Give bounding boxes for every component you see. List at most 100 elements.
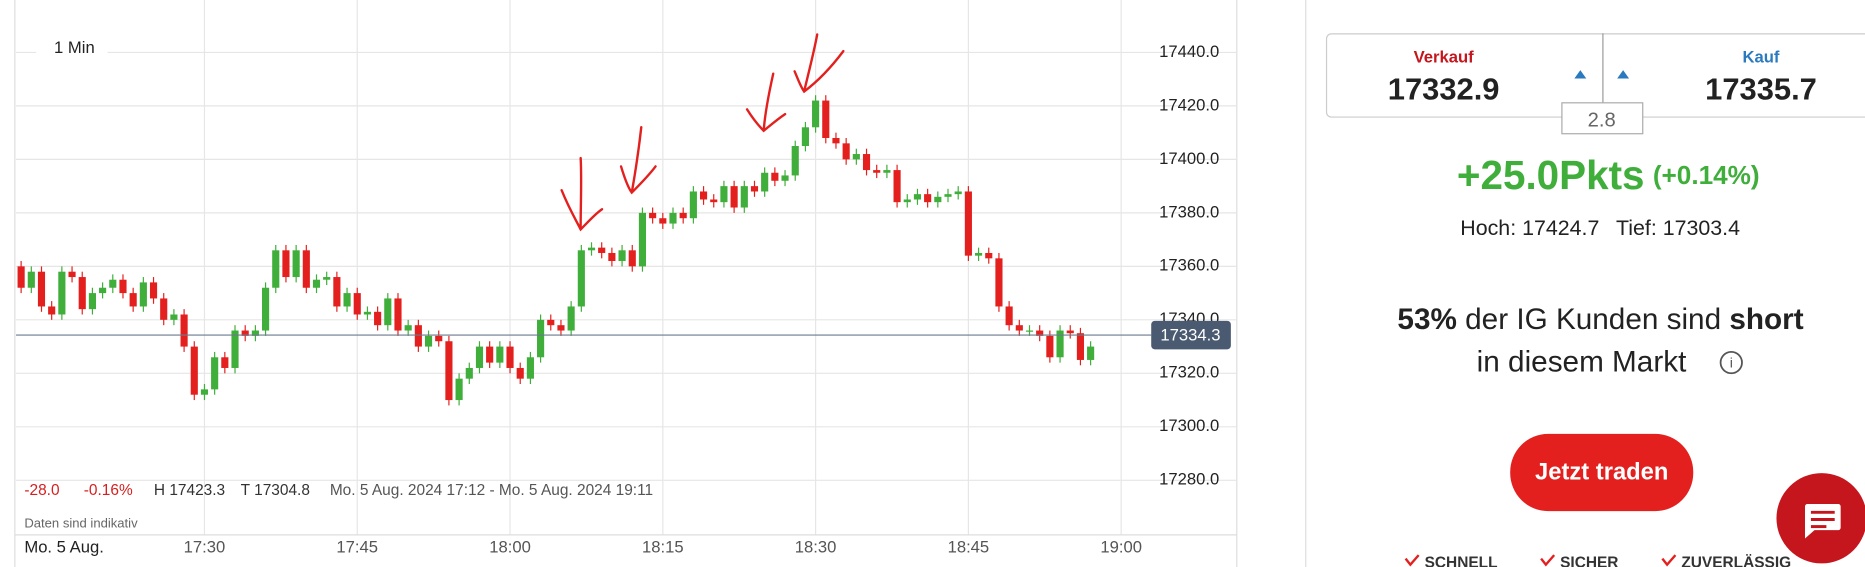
candle-body: [516, 367, 524, 379]
sell-label[interactable]: Verkauf: [1414, 48, 1475, 67]
range: Mo. 5 Aug. 2024 17:12 - Mo. 5 Aug. 2024 …: [330, 482, 653, 499]
arrow: [793, 33, 845, 94]
y-tick-label: 17380.0: [1159, 202, 1219, 221]
feature: SICHER: [1560, 555, 1618, 567]
candle-body: [1046, 335, 1054, 358]
candle-body: [27, 271, 35, 288]
candle-body: [842, 143, 850, 160]
candle-body: [302, 250, 310, 288]
check: [1404, 554, 1420, 567]
info-icon[interactable]: [1719, 350, 1743, 375]
info-icon-glyph: i: [1730, 356, 1733, 372]
candle-body: [1036, 330, 1044, 336]
x-tick-label: 19:00: [1100, 537, 1142, 556]
candle-body: [221, 357, 229, 368]
x-tick-label: 17:30: [184, 537, 226, 556]
candle-body: [363, 311, 371, 315]
candle-body: [353, 293, 361, 315]
candle-body: [761, 172, 769, 192]
candle-body: [771, 172, 779, 181]
candle-body: [995, 258, 1003, 307]
candle-body: [17, 266, 25, 288]
candle-body: [975, 252, 983, 256]
candle-body: [1076, 333, 1084, 360]
feature: ZUVERLÄSSIG: [1681, 555, 1791, 567]
candle-body: [414, 325, 422, 347]
candle-body: [1005, 306, 1013, 326]
sentiment-text: der IG Kunden sind: [1465, 303, 1721, 336]
feature: SCHNELL: [1425, 555, 1498, 567]
candle-body: [577, 250, 585, 307]
date: Mo. 5 Aug.: [24, 537, 103, 556]
candle-body: [129, 293, 137, 307]
note: Daten sind indikativ: [24, 516, 138, 531]
day-low: Tief: 17303.4: [1616, 216, 1740, 240]
candle-body: [211, 357, 219, 390]
sell-price[interactable]: 17332.9: [1388, 72, 1500, 107]
candle-body: [496, 346, 504, 363]
change: -28.0: [24, 482, 59, 499]
y-tick-label: 17440.0: [1159, 42, 1219, 61]
candle-body: [384, 298, 392, 326]
day-change-pct: (+0.14%): [1653, 160, 1760, 190]
interval: 1 Min: [54, 38, 95, 57]
candle-body: [170, 314, 178, 320]
buy-label[interactable]: Kauf: [1743, 48, 1780, 67]
candle-body: [455, 378, 463, 401]
candle-body: [781, 175, 789, 181]
buy-price[interactable]: 17335.7: [1705, 72, 1817, 107]
trade-button-label[interactable]: Jetzt traden: [1535, 458, 1668, 485]
spread: 2.8: [1588, 110, 1616, 132]
spread-box: [1561, 102, 1644, 135]
candle-body: [37, 271, 46, 307]
candle-body: [99, 287, 107, 294]
candle-body: [272, 250, 280, 288]
check: [1661, 554, 1677, 567]
candle-body: [282, 250, 290, 278]
current-price-label: 17334.3: [1160, 326, 1220, 345]
day-change: +25.0Pkts: [1457, 152, 1645, 198]
candle-body: [394, 298, 402, 331]
current-price-box: [1151, 320, 1231, 350]
arrow: [619, 126, 657, 195]
arrow: [745, 72, 787, 133]
candle-body: [292, 250, 300, 278]
candle-body: [913, 194, 922, 200]
candle-body: [78, 277, 86, 310]
candle-body: [679, 212, 687, 219]
trade-button[interactable]: [1510, 433, 1694, 512]
arrow: [560, 156, 604, 232]
candle-body: [567, 306, 575, 331]
candle-body: [1066, 330, 1074, 334]
x-tick-label: 18:30: [795, 537, 837, 556]
candle-body: [200, 389, 209, 395]
candle-body: [445, 341, 453, 401]
candle-body: [180, 314, 188, 347]
candle-body: [598, 247, 606, 253]
candle-body: [241, 330, 249, 336]
chat-lines: [1810, 510, 1835, 529]
candle-body: [954, 191, 962, 195]
candle-body: [88, 293, 96, 310]
candle-body: [669, 212, 677, 224]
candle-body: [740, 186, 748, 208]
candle-body: [750, 186, 759, 192]
candle-body: [312, 279, 321, 288]
candle-body: [58, 271, 66, 315]
candle-body: [109, 279, 117, 288]
candle-body: [964, 191, 972, 256]
candle-body: [374, 311, 382, 326]
day-high: Hoch: 17424.7: [1460, 216, 1599, 240]
x-tick-label: 18:45: [948, 537, 990, 556]
candle-body: [465, 367, 473, 379]
candle-body: [547, 319, 555, 326]
candle-body: [404, 325, 412, 331]
candle-body: [944, 194, 952, 197]
up-icon: [1617, 70, 1630, 79]
candle-body: [587, 247, 596, 251]
candle-body: [649, 212, 657, 219]
candle-body: [832, 137, 840, 144]
change-pct: -0.16%: [84, 482, 133, 499]
candle-body: [435, 335, 443, 342]
